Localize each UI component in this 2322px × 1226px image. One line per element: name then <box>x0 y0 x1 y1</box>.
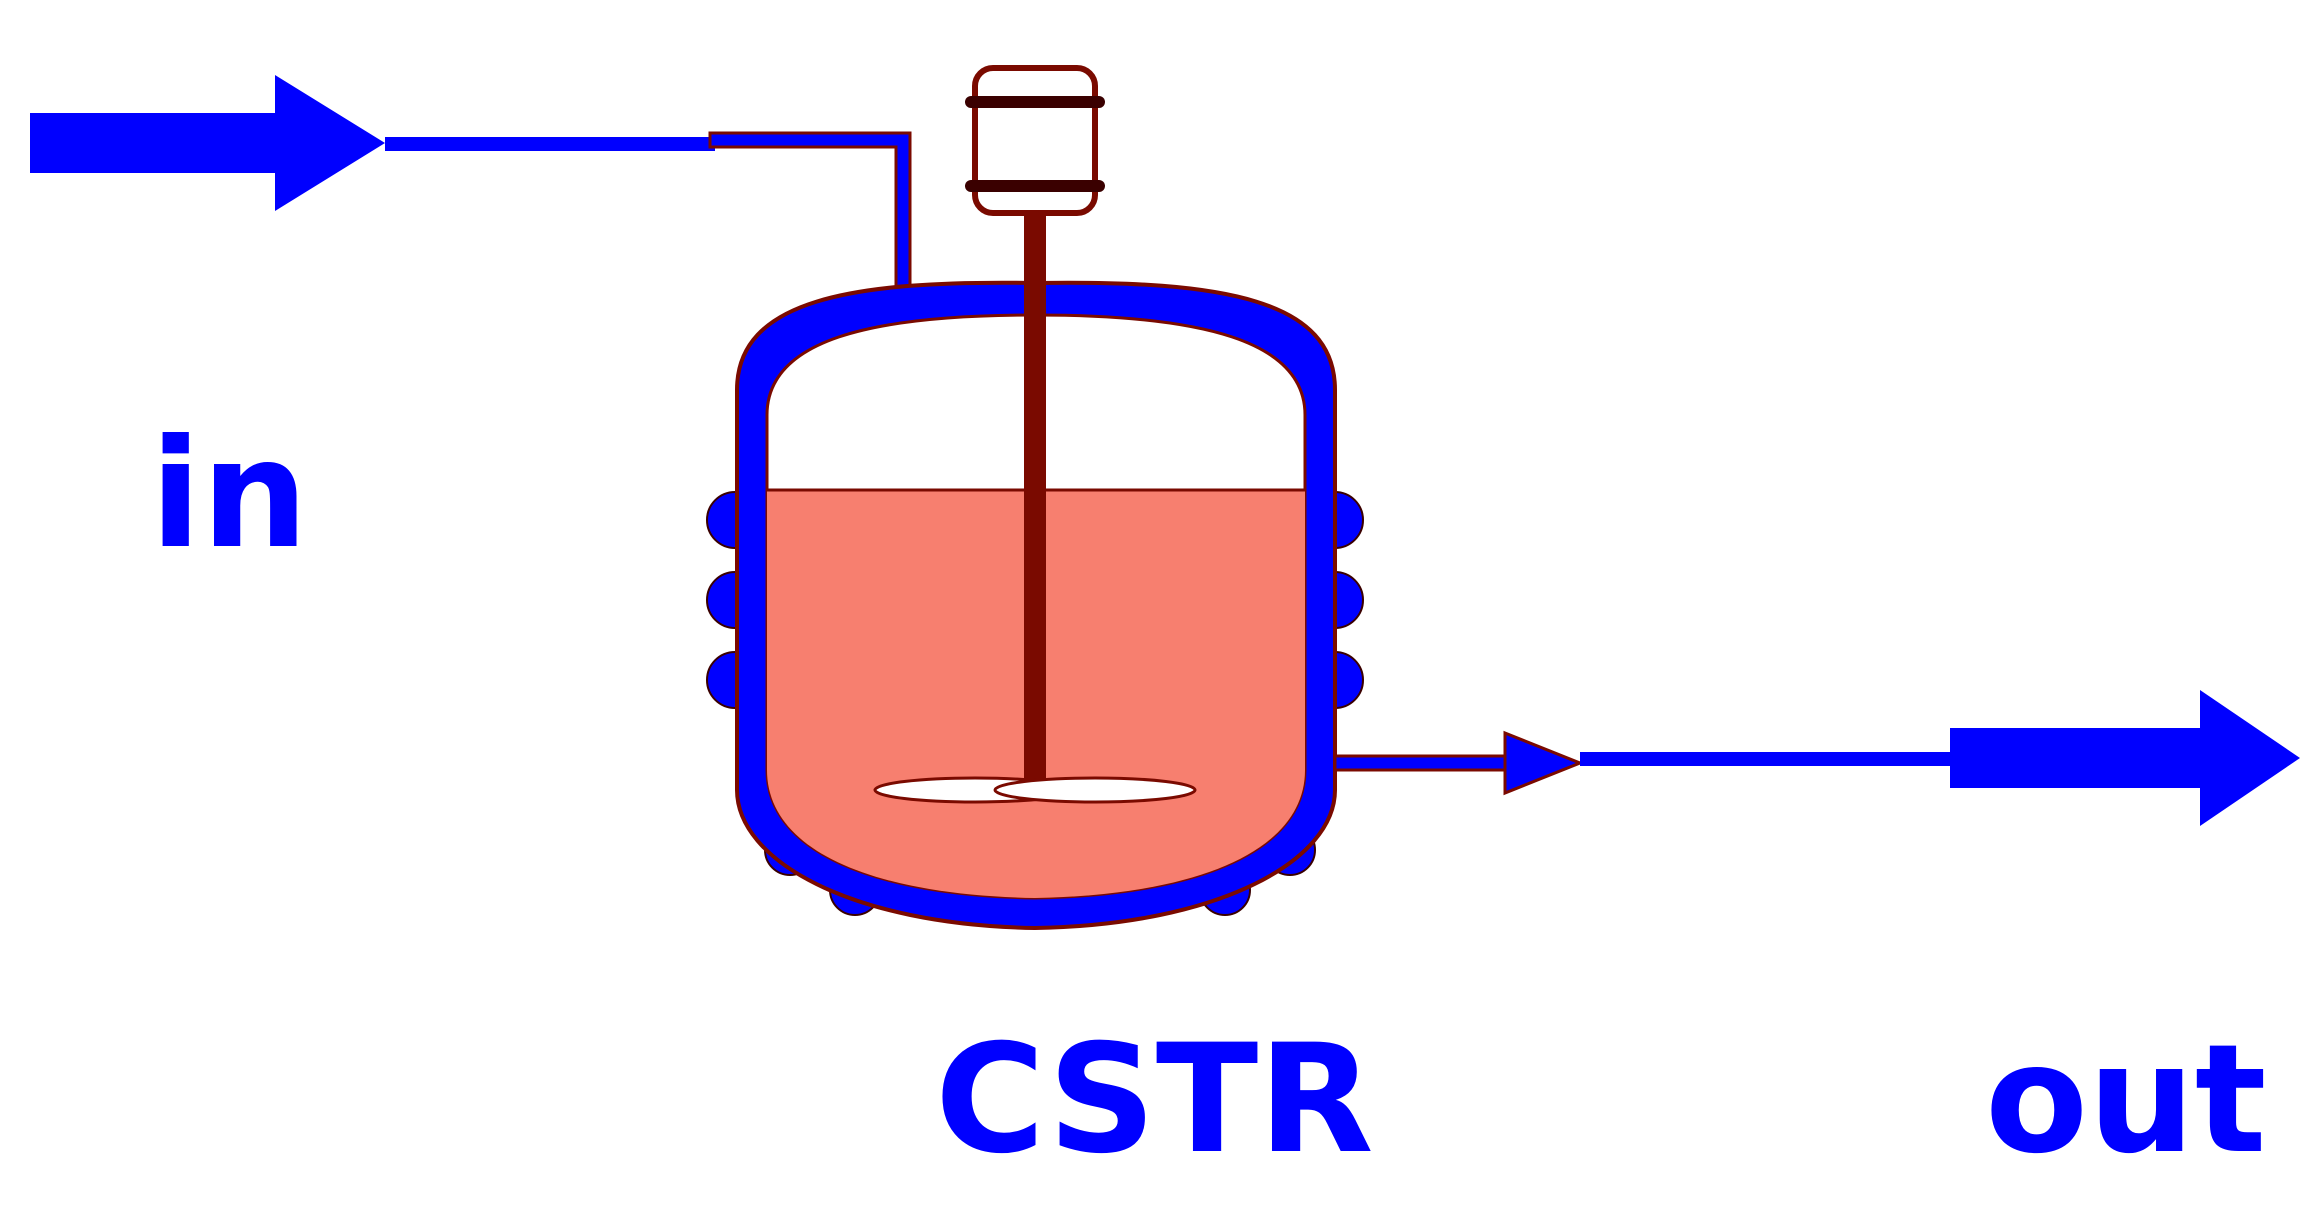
impeller-icon <box>873 776 1197 804</box>
inlet-line <box>385 137 715 151</box>
outlet-pipe <box>1333 754 1512 772</box>
outlet-label: out <box>1985 1013 2267 1187</box>
inlet-label: in <box>150 408 309 582</box>
outlet-line <box>1580 752 1950 766</box>
outlet-arrow-icon <box>1950 690 2300 826</box>
motor-icon <box>965 65 1105 216</box>
reactor-label: CSTR <box>935 1013 1374 1187</box>
inlet-arrow-icon <box>30 75 385 211</box>
agitator-shaft <box>1024 215 1046 795</box>
outlet-arrow-small-icon <box>1503 730 1585 796</box>
